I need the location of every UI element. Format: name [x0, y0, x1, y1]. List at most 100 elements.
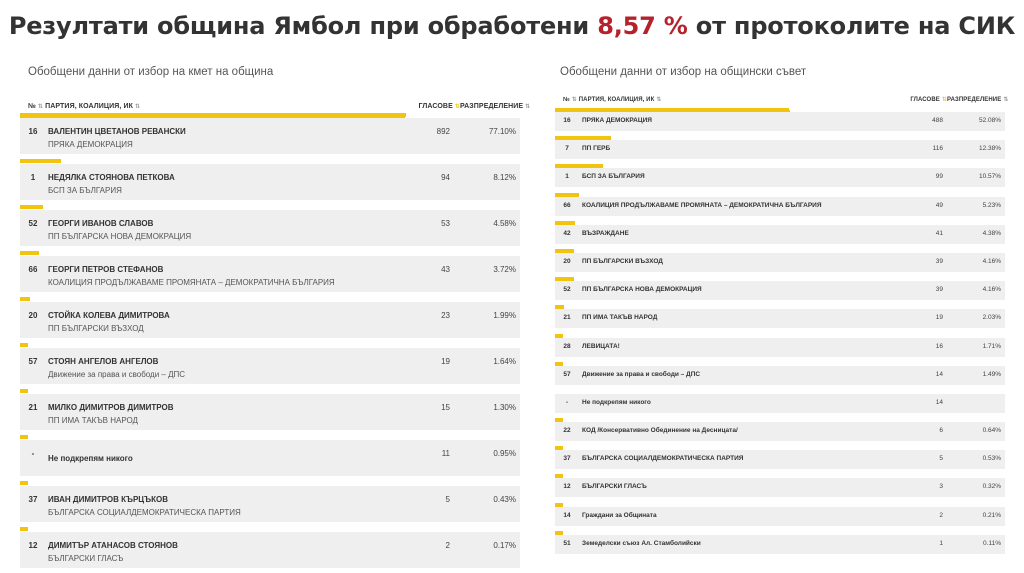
share-value: 0.43% [493, 495, 516, 504]
share-value: 3.72% [493, 265, 516, 274]
votes-value: 5 [445, 495, 450, 504]
share-value: 52.08% [978, 117, 1001, 124]
table-row: 66 КОАЛИЦИЯ ПРОДЪЛЖАВАМЕ ПРОМЯНАТА – ДЕМО… [555, 192, 1005, 216]
share-bar [555, 474, 563, 479]
share-value: 4.38% [982, 229, 1001, 237]
votes-value: 43 [441, 265, 450, 274]
share-value: 1.99% [493, 311, 516, 320]
table-row: 14 Граждани за Общината 2 0.21% [555, 502, 1005, 526]
row-number: 66 [28, 265, 38, 274]
row-number: 21 [28, 403, 38, 412]
row-number: 37 [28, 495, 38, 504]
share-bar [20, 527, 28, 531]
candidate-name: ГЕОРГИ ПЕТРОВ СТЕФАНОВ [48, 265, 164, 274]
mayor-header-name-label: ПАРТИЯ, КОАЛИЦИЯ, ИК [45, 102, 133, 110]
candidate-name: НЕДЯЛКА СТОЯНОВА ПЕТКОВА [48, 173, 175, 182]
votes-value: 5 [939, 455, 943, 463]
table-row: 20 СТОЙКА КОЛЕВА ДИМИТРОВА ПП БЪЛГАРСКИ ВЪ… [20, 297, 520, 338]
row-number: - [31, 449, 35, 458]
party-name: ПП ИМА ТАКЪВ НАРОД [582, 314, 658, 322]
mayor-header-votes-label: ГЛАСОВЕ [418, 102, 453, 110]
council-header-name[interactable]: № ⇅ ПАРТИЯ, КОАЛИЦИЯ, ИК ⇅ [555, 96, 899, 103]
party-name: ПРЯКА ДЕМОКРАЦИЯ [582, 117, 652, 124]
share-bar [20, 389, 28, 393]
share-bar [20, 343, 29, 347]
share-bar [20, 205, 43, 209]
votes-value: 2 [445, 541, 450, 550]
share-value: 1.64% [493, 357, 516, 366]
row-number: 12 [563, 483, 571, 491]
row-number: 20 [28, 311, 38, 320]
row-number: 14 [563, 511, 571, 519]
party-name: Не подкрепям никого [582, 398, 651, 406]
share-value: 0.32% [982, 483, 1001, 491]
candidate-name: СТОЙКА КОЛЕВА ДИМИТРОВА [48, 311, 170, 320]
party-name: БЪЛГАРСКИ ГЛАСЪ [582, 483, 647, 491]
share-bar [555, 277, 574, 282]
council-header-number-label: № [563, 96, 570, 103]
share-bar [20, 435, 28, 439]
table-row: 22 КОД /Консервативно Обединение на Десни… [555, 418, 1005, 442]
table-row: 37 ИВАН ДИМИТРОВ КЪРЦЪКОВ БЪЛГАРСКА СОЦИАЛ… [20, 481, 520, 522]
row-number: 1 [565, 173, 569, 181]
votes-value: 19 [935, 314, 943, 322]
candidate-name: ГЕОРГИ ИВАНОВ СЛАВОВ [48, 219, 154, 228]
mayor-header-number-label: № [28, 102, 36, 110]
headline-suffix: от протоколите на СИК [695, 12, 1016, 40]
mayor-header-share[interactable]: РАЗПРЕДЕЛЕНИЕ ⇅ [460, 102, 530, 110]
table-row: - Не подкрепям никого 14 [555, 393, 1005, 413]
party-name: Движение за права и свободи – ДПС [582, 370, 701, 378]
share-value: 8.12% [493, 173, 516, 182]
share-value: 10.57% [978, 173, 1001, 181]
table-row: 37 БЪЛГАРСКА СОЦИАЛДЕМОКРАТИЧЕСКА ПАРТИЯ 5… [555, 446, 1005, 470]
row-number: 12 [28, 541, 38, 550]
row-number: 52 [563, 286, 571, 294]
share-value: 0.17% [493, 541, 516, 550]
sort-icon: ⇅ [656, 96, 662, 103]
council-results-list: 16 ПРЯКА ДЕМОКРАЦИЯ 488 52.08% 7 ПП ГЕРБ 116 12… [555, 108, 1005, 563]
votes-value: 11 [441, 449, 450, 458]
votes-value: 49 [935, 201, 943, 209]
share-bar [555, 418, 563, 423]
party-name: БСП ЗА БЪЛГАРИЯ [582, 173, 645, 181]
party-name: БЪЛГАРСКИ ГЛАСЪ [48, 554, 124, 563]
council-header-share[interactable]: РАЗПРЕДЕЛЕНИЕ ⇅ [947, 96, 1008, 103]
share-value: 0.64% [982, 427, 1001, 435]
table-row: 16 ПРЯКА ДЕМОКРАЦИЯ 488 52.08% [555, 108, 1005, 131]
party-name: Граждани за Общината [582, 511, 657, 519]
share-bar [555, 502, 563, 507]
party-name: ВЪЗРАЖДАНЕ [582, 229, 629, 237]
sort-icon: ⇅ [37, 103, 44, 110]
share-value: 2.03% [982, 314, 1001, 322]
table-row: 1 БСП ЗА БЪЛГАРИЯ 99 10.57% [555, 164, 1005, 188]
candidate-name: МИЛКО ДИМИТРОВ ДИМИТРОВ [48, 403, 174, 412]
row-number: 22 [563, 427, 571, 435]
row-number: - [565, 398, 569, 406]
party-name: ПП БЪЛГАРСКИ ВЪЗХОД [582, 257, 663, 265]
table-row: 1 НЕДЯЛКА СТОЯНОВА ПЕТКОВА БСП ЗА БЪЛГАРИЯ… [20, 159, 520, 200]
sort-desc-icon: ⇅ [454, 103, 460, 110]
party-name: ЛЕВИЦАТА! [582, 342, 620, 350]
party-name: ПП ИМА ТАКЪВ НАРОД [48, 416, 138, 425]
row-number: 1 [30, 173, 36, 182]
votes-value: 2 [939, 511, 943, 519]
party-name: КОАЛИЦИЯ ПРОДЪЛЖАВАМЕ ПРОМЯНАТА – ДЕМОКР… [48, 278, 335, 287]
share-bar [555, 136, 611, 141]
votes-value: 116 [932, 145, 943, 153]
share-bar [555, 446, 563, 451]
party-name: ПП БЪЛГАРСКИ ВЪЗХОД [48, 324, 144, 333]
council-header-votes[interactable]: ГЛАСОВЕ ⇅ [899, 96, 947, 103]
votes-value: 39 [935, 286, 943, 294]
share-bar [20, 297, 30, 301]
mayor-header-votes[interactable]: ГЛАСОВЕ ⇅ [414, 103, 460, 110]
votes-value: 14 [935, 398, 943, 406]
mayor-header-name[interactable]: № ⇅ ПАРТИЯ, КОАЛИЦИЯ, ИК ⇅ [20, 103, 414, 110]
votes-value: 19 [441, 357, 450, 366]
row-number: 51 [563, 539, 571, 547]
council-panel-title: Обобщени данни от избор на общински съве… [560, 66, 807, 78]
mayor-header-share-label: РАЗПРЕДЕЛЕНИЕ [460, 102, 524, 110]
table-row: 57 СТОЯН АНГЕЛОВ АНГЕЛОВ Движение за права… [20, 343, 520, 384]
candidate-name: ДИМИТЪР АТАНАСОВ СТОЯНОВ [48, 541, 178, 550]
share-value: 1.30% [493, 403, 516, 412]
votes-value: 99 [935, 173, 943, 181]
